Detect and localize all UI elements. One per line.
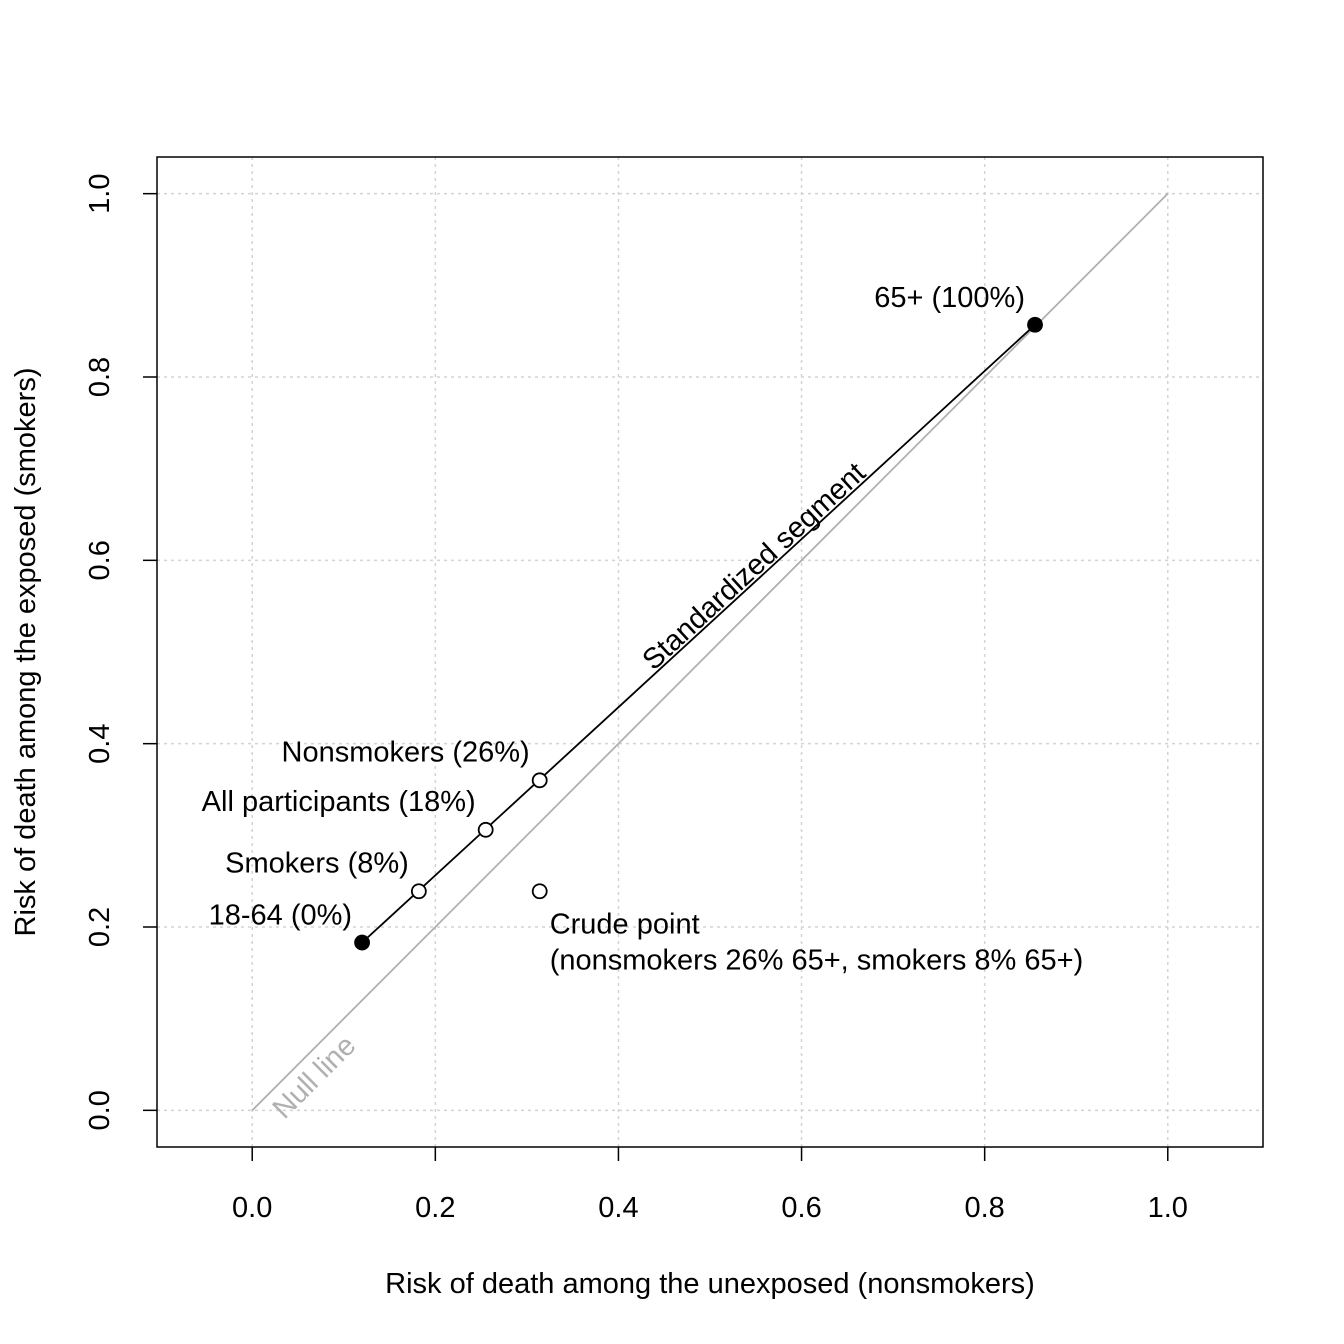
standardized-segment (361, 324, 1036, 944)
filled-point (1027, 316, 1043, 333)
open-point (477, 821, 494, 838)
open-point (410, 883, 427, 900)
points (354, 316, 1043, 951)
x-tick-label: 0.8 (965, 1192, 1005, 1224)
lines (251, 193, 1169, 1111)
point-label: 65+ (100%) (874, 282, 1025, 314)
filled-point (354, 934, 370, 951)
crude-point-label: Crude point (550, 908, 700, 940)
x-axis-title: Risk of death among the unexposed (nonsm… (385, 1268, 1035, 1300)
point-label: 18-64 (0%) (209, 900, 352, 932)
y-tick-label: 0.8 (84, 357, 116, 397)
y-tick-label: 0.0 (84, 1090, 116, 1130)
x-tick-label: 0.2 (415, 1192, 455, 1224)
y-tick-label: 1.0 (84, 174, 116, 214)
ticks: 0.0 0.2 0.4 0.6 0.8 1.0 0.0 0.2 0.4 0.6 0.8 1.0 (84, 174, 1188, 1224)
x-tick-label: 0.4 (598, 1192, 638, 1224)
open-point (531, 772, 548, 789)
y-tick-label: 0.2 (84, 907, 116, 947)
y-tick-label: 0.6 (84, 540, 116, 580)
y-axis-title: Risk of death among the exposed (smokers… (10, 368, 42, 937)
point-label: All participants (18%) (202, 786, 476, 818)
x-tick-label: 1.0 (1148, 1192, 1188, 1224)
null-line (251, 193, 1169, 1111)
point-label: Smokers (8%) (225, 847, 409, 879)
y-tick-label: 0.4 (84, 724, 116, 764)
x-tick-label: 0.0 (232, 1192, 272, 1224)
plot-frame (156, 156, 1264, 1148)
standardized-segment-label: Standardized segment (637, 457, 872, 677)
point-label: Nonsmokers (26%) (282, 736, 530, 768)
x-tick-label: 0.6 (781, 1192, 821, 1224)
open-point (531, 883, 548, 900)
crude-point-detail: (nonsmokers 26% 65+, smokers 8% 65+) (550, 944, 1084, 976)
grid (157, 157, 1263, 1147)
